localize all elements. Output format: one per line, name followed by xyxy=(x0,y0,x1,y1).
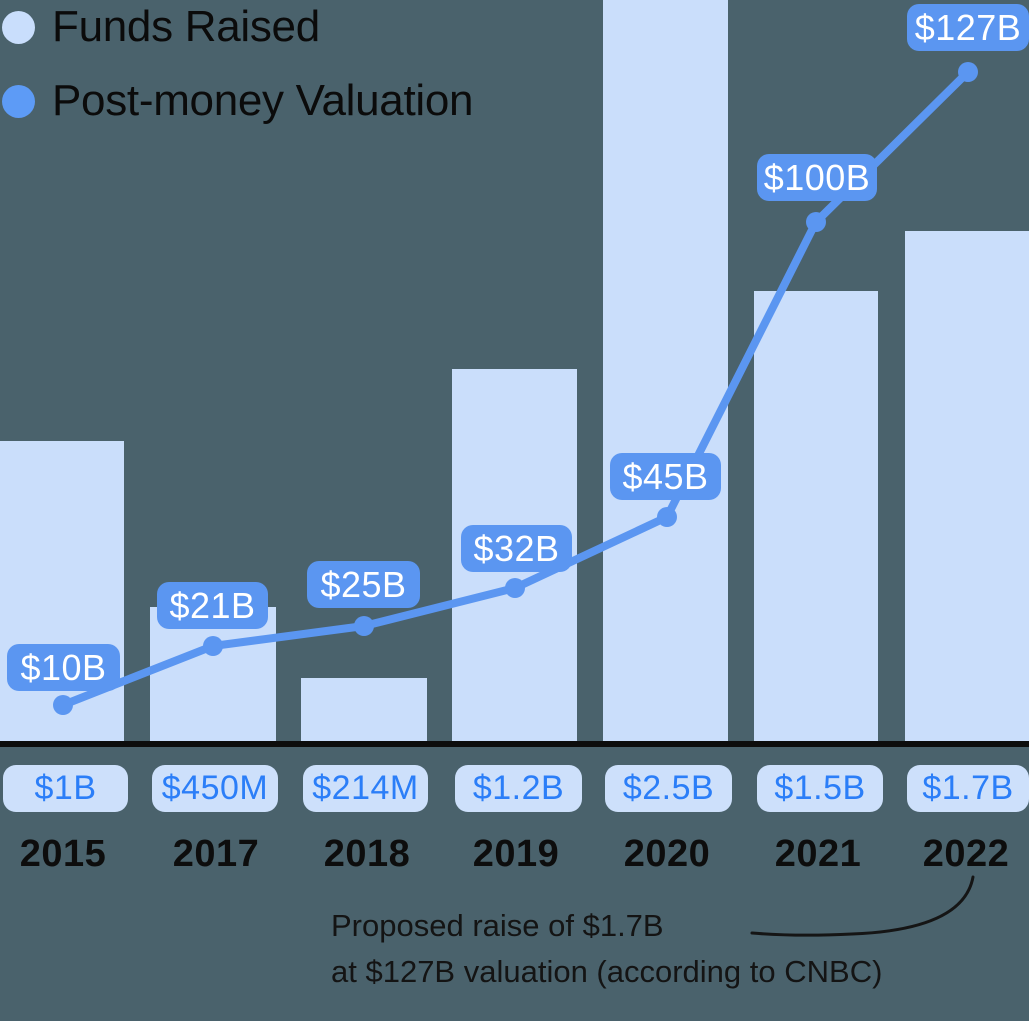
valuation-label-2020: $45B xyxy=(610,453,721,500)
legend-item-funds-raised: Funds Raised xyxy=(2,2,320,52)
valuation-label-2018: $25B xyxy=(307,561,420,608)
bar-2020 xyxy=(603,0,728,741)
legend-label: Post-money Valuation xyxy=(52,76,474,125)
annotation-line2: at $127B valuation (according to CNBC) xyxy=(331,954,883,989)
funds-chip-2019: $1.2B xyxy=(455,765,582,812)
funds-chip-2021: $1.5B xyxy=(757,765,883,812)
bar-2018 xyxy=(301,678,427,741)
valuation-label-2017: $21B xyxy=(157,582,268,629)
funds-chip-2015: $1B xyxy=(3,765,128,812)
annotation: Proposed raise of $1.7B at $127B valuati… xyxy=(331,903,882,995)
year-label-2018: 2018 xyxy=(323,833,411,875)
year-label-2015: 2015 xyxy=(19,833,107,875)
year-label-2020: 2020 xyxy=(623,833,711,875)
year-label-2022: 2022 xyxy=(922,833,1010,875)
year-label-2019: 2019 xyxy=(472,833,560,875)
valuation-point-2022 xyxy=(958,62,978,82)
bar-2021 xyxy=(754,291,878,741)
legend-item-post-money-valuation: Post-money Valuation xyxy=(2,76,474,126)
x-axis-line xyxy=(0,741,1029,747)
valuation-label-2019: $32B xyxy=(461,525,572,572)
year-label-2021: 2021 xyxy=(774,833,862,875)
post-money-valuation-dot-icon xyxy=(2,84,35,118)
funds-raised-dot-icon xyxy=(2,10,35,44)
valuation-point-2018 xyxy=(354,616,374,636)
valuation-label-2015: $10B xyxy=(7,644,120,691)
annotation-line1: Proposed raise of $1.7B xyxy=(331,908,664,943)
legend-label: Funds Raised xyxy=(52,2,320,51)
bar-2022 xyxy=(905,231,1029,741)
funds-chip-2017: $450M xyxy=(152,765,278,812)
valuation-label-2022: $127B xyxy=(907,4,1029,51)
valuation-label-2021: $100B xyxy=(757,154,877,201)
bar-2015 xyxy=(0,441,124,741)
valuation-point-2021 xyxy=(806,212,826,232)
funds-chip-2020: $2.5B xyxy=(605,765,732,812)
funds-chip-2018: $214M xyxy=(303,765,428,812)
year-label-2017: 2017 xyxy=(172,833,260,875)
funds-chip-2022: $1.7B xyxy=(907,765,1029,812)
